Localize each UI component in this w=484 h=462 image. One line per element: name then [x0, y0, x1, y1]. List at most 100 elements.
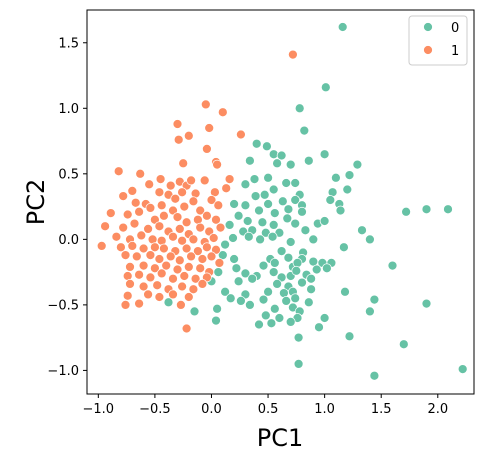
y-tick-label: −0.5 — [47, 298, 79, 313]
data-point-series-1-84 — [131, 251, 142, 262]
data-point-series-1-17 — [165, 180, 176, 191]
data-point-series-1-27 — [177, 187, 187, 198]
data-point-series-1-73 — [116, 242, 126, 253]
data-point-series-1-106 — [179, 271, 190, 281]
data-point-series-0-1 — [320, 82, 331, 93]
data-point-series-0-97 — [272, 279, 282, 289]
data-point-series-1-30 — [221, 183, 232, 194]
data-point-series-0-72 — [283, 252, 294, 263]
x-tick-label: −1.0 — [83, 402, 115, 417]
y-axis-label: PC2 — [22, 179, 50, 226]
data-point-series-1-72 — [96, 241, 107, 251]
data-point-series-0-100 — [306, 284, 316, 295]
data-point-series-0-17 — [263, 172, 273, 183]
data-point-series-1-81 — [202, 242, 212, 253]
data-point-series-1-10 — [113, 166, 124, 177]
data-point-series-1-93 — [125, 262, 135, 272]
data-point-series-1-124 — [181, 323, 192, 334]
x-tick-label: −0.5 — [139, 402, 171, 417]
legend-marker-series-1 — [423, 45, 433, 55]
data-point-series-0-65 — [220, 239, 230, 250]
data-point-series-0-62 — [285, 237, 296, 247]
data-point-series-1-15 — [144, 179, 155, 190]
data-point-series-1-92 — [214, 258, 225, 268]
data-point-series-1-71 — [208, 233, 219, 243]
data-point-series-0-33 — [325, 195, 336, 205]
data-point-series-1-94 — [138, 260, 149, 271]
data-point-series-0-44 — [233, 210, 244, 221]
data-point-series-1-99 — [195, 263, 206, 274]
data-point-series-0-134 — [398, 339, 409, 350]
data-point-series-1-50 — [211, 214, 221, 225]
data-point-series-1-7 — [173, 134, 184, 145]
points-layer — [96, 22, 468, 381]
data-point-series-0-123 — [260, 310, 271, 321]
data-point-series-0-10 — [285, 159, 296, 170]
data-point-series-0-128 — [254, 319, 264, 330]
data-point-series-1-104 — [156, 268, 167, 279]
data-point-series-1-53 — [129, 218, 140, 229]
data-point-series-1-42 — [122, 209, 133, 220]
data-point-series-0-122 — [365, 306, 375, 317]
data-point-series-1-79 — [181, 243, 192, 254]
data-point-series-0-79 — [269, 258, 280, 268]
data-point-series-0-59 — [243, 231, 254, 242]
data-point-series-1-31 — [130, 197, 141, 208]
data-point-series-0-99 — [297, 277, 307, 288]
data-point-series-1-107 — [190, 273, 201, 284]
data-point-series-0-90 — [291, 265, 302, 276]
data-point-series-1-98 — [183, 262, 194, 272]
data-point-series-0-16 — [344, 170, 355, 180]
data-point-series-0-117 — [212, 303, 222, 314]
data-point-series-0-61 — [267, 231, 278, 242]
data-point-series-0-103 — [263, 286, 273, 297]
data-point-series-0-38 — [401, 206, 411, 217]
data-point-series-1-80 — [193, 246, 203, 256]
x-tick-label: 0.0 — [201, 402, 222, 417]
data-point-series-1-0 — [288, 49, 298, 60]
data-point-series-0-109 — [281, 296, 292, 306]
data-point-series-1-82 — [211, 244, 221, 255]
data-point-series-0-42 — [297, 206, 307, 217]
data-point-series-1-90 — [197, 254, 208, 264]
data-point-series-0-112 — [340, 286, 350, 297]
x-axis-ticks: −1.0 −0.5 0.0 0.5 1.0 1.5 2.0 — [83, 394, 448, 417]
data-point-series-0-83 — [387, 260, 398, 271]
data-point-series-1-47 — [181, 217, 192, 228]
data-point-series-1-75 — [138, 243, 149, 254]
data-point-series-0-66 — [276, 246, 287, 256]
data-point-series-1-45 — [159, 210, 169, 221]
data-point-series-0-106 — [225, 293, 236, 304]
data-point-series-0-127 — [211, 315, 221, 326]
data-point-series-1-118 — [154, 292, 165, 302]
data-point-series-0-81 — [292, 258, 303, 268]
data-point-series-0-43 — [282, 213, 293, 224]
data-point-series-1-61 — [215, 222, 226, 233]
data-point-series-0-68 — [339, 242, 349, 253]
data-point-series-1-109 — [125, 279, 135, 289]
data-point-series-1-74 — [127, 241, 138, 251]
data-point-series-1-85 — [145, 250, 156, 260]
data-point-series-1-88 — [174, 255, 185, 266]
data-point-series-0-4 — [251, 138, 262, 149]
data-point-series-1-116 — [122, 290, 133, 301]
data-point-series-1-69 — [188, 234, 199, 245]
data-point-series-1-117 — [143, 289, 153, 300]
data-point-series-0-110 — [290, 293, 301, 304]
data-point-series-0-96 — [247, 273, 258, 284]
data-point-series-1-21 — [224, 174, 235, 184]
data-point-series-0-60 — [255, 234, 265, 245]
data-point-series-1-43 — [134, 206, 144, 217]
x-tick-label: 0.5 — [258, 402, 279, 417]
data-point-series-1-64 — [136, 230, 147, 241]
data-point-series-0-133 — [293, 332, 304, 343]
data-point-series-0-49 — [290, 218, 301, 229]
data-point-series-0-48 — [268, 220, 279, 230]
data-point-series-0-39 — [254, 205, 264, 216]
data-point-series-0-118 — [245, 300, 255, 310]
data-point-series-1-36 — [179, 201, 190, 212]
data-point-series-0-51 — [319, 216, 330, 226]
data-point-series-0-84 — [213, 267, 224, 277]
data-point-series-0-131 — [314, 322, 324, 333]
